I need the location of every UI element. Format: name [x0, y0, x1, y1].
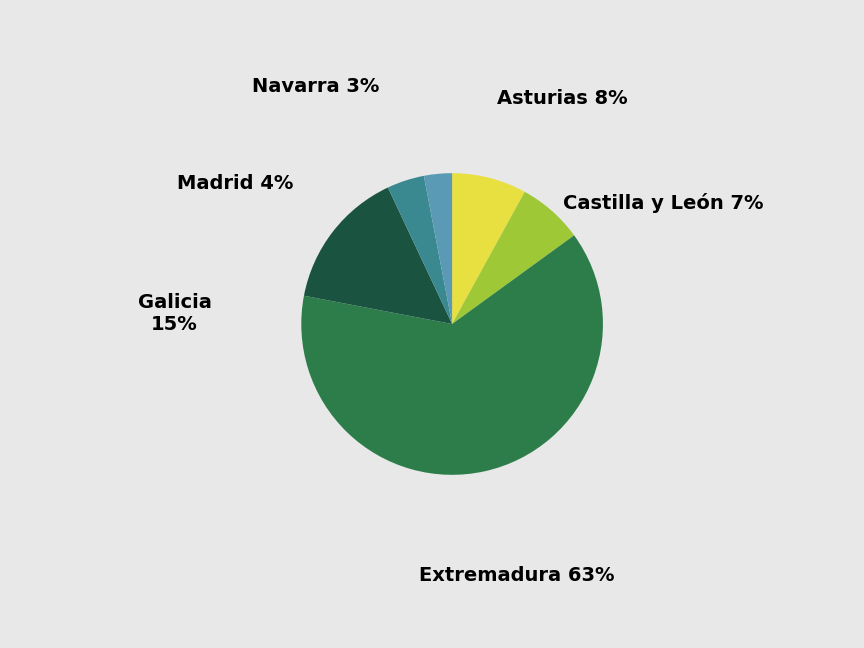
Text: Castilla y León 7%: Castilla y León 7%: [563, 193, 764, 213]
Text: Madrid 4%: Madrid 4%: [177, 174, 293, 192]
Text: Asturias 8%: Asturias 8%: [498, 89, 628, 108]
Wedge shape: [452, 192, 575, 324]
Text: Navarra 3%: Navarra 3%: [251, 77, 379, 96]
Wedge shape: [388, 176, 452, 324]
Wedge shape: [452, 173, 524, 324]
Text: Extremadura 63%: Extremadura 63%: [419, 566, 614, 585]
Text: Galicia
15%: Galicia 15%: [137, 294, 212, 334]
Wedge shape: [424, 173, 452, 324]
Wedge shape: [302, 235, 603, 475]
Wedge shape: [304, 187, 452, 324]
